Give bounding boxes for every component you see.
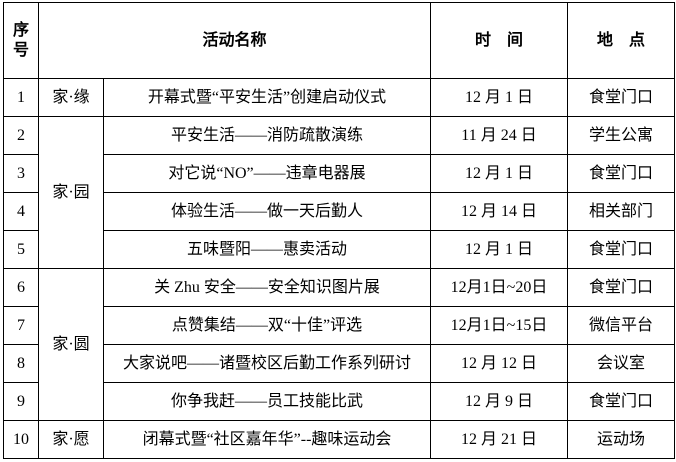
table-row: 10 家·愿 闭幕式暨“社区嘉年华”--趣味运动会 12 月 21 日 运动场	[3, 420, 676, 459]
cell-time: 12月1日~15日	[430, 306, 569, 345]
cell-category-jiayuan3: 家·圆	[38, 268, 104, 421]
cell-place: 学生公寓	[567, 116, 676, 155]
cell-time: 12 月 12 日	[430, 344, 569, 383]
cell-no: 9	[3, 382, 39, 421]
table-row: 2 家·园 平安生活——消防疏散演练 11 月 24 日 学生公寓	[3, 116, 676, 269]
cell-time: 12 月 1 日	[430, 154, 569, 193]
cell-activity: 平安生活——消防疏散演练	[102, 116, 432, 155]
cell-no: 3	[3, 154, 39, 193]
table-row: 3 对它说“NO”——违章电器展 12 月 1 日 食堂门口	[3, 154, 676, 193]
cell-no: 6	[3, 268, 39, 307]
cell-place: 会议室	[567, 344, 676, 383]
cell-place: 运动场	[567, 420, 676, 459]
table-row: 7 点赞集结——双“十佳”评选 12月1日~15日 微信平台	[3, 306, 676, 345]
cell-time: 12 月 1 日	[430, 230, 569, 269]
cell-place: 食堂门口	[567, 268, 676, 307]
table-row: 1 家·缘 开幕式暨“平安生活”创建启动仪式 12 月 1 日 食堂门口	[3, 78, 676, 117]
cell-time: 12 月 14 日	[430, 192, 569, 231]
cell-no: 2	[3, 116, 39, 155]
cell-no: 4	[3, 192, 39, 231]
table-row: 9 你争我赶——员工技能比武 12 月 9 日 食堂门口	[3, 382, 676, 421]
table-row: 5 五味暨阳——惠卖活动 12 月 1 日 食堂门口	[3, 230, 676, 269]
table-row: 8 大家说吧——诸暨校区后勤工作系列研讨 12 月 12 日 会议室	[3, 344, 676, 383]
cell-time: 12 月 1 日	[430, 78, 569, 117]
cell-time: 12月1日~20日	[430, 268, 569, 307]
cell-category-jiayuan1: 家·缘	[38, 78, 104, 117]
table-row: 6 家·圆 关 Zhu 安全——安全知识图片展 12月1日~20日 食堂门口	[3, 268, 676, 421]
cell-time: 11 月 24 日	[430, 116, 569, 155]
cell-activity: 闭幕式暨“社区嘉年华”--趣味运动会	[102, 420, 432, 459]
cell-no: 7	[3, 306, 39, 345]
table-row: 4 体验生活——做一天后勤人 12 月 14 日 相关部门	[3, 192, 676, 231]
cell-place: 食堂门口	[567, 382, 676, 421]
cell-place: 食堂门口	[567, 230, 676, 269]
cell-category-jiayuan4: 家·愿	[38, 420, 104, 459]
cell-activity: 对它说“NO”——违章电器展	[102, 154, 432, 193]
cell-place: 微信平台	[567, 306, 676, 345]
header-serial-number: 序 号	[3, 2, 39, 79]
cell-time: 12 月 9 日	[430, 382, 569, 421]
cell-no: 1	[3, 78, 39, 117]
cell-activity: 体验生活——做一天后勤人	[102, 192, 432, 231]
cell-no: 8	[3, 344, 39, 383]
cell-no: 10	[3, 420, 39, 459]
cell-activity: 开幕式暨“平安生活”创建启动仪式	[102, 78, 432, 117]
cell-activity: 关 Zhu 安全——安全知识图片展	[102, 268, 432, 307]
header-row: 序 号 活动名称 时 间 地 点	[3, 2, 676, 79]
cell-activity: 大家说吧——诸暨校区后勤工作系列研讨	[102, 344, 432, 383]
cell-activity: 五味暨阳——惠卖活动	[102, 230, 432, 269]
header-place: 地 点	[567, 2, 676, 79]
cell-place: 食堂门口	[567, 78, 676, 117]
cell-place: 相关部门	[567, 192, 676, 231]
cell-category-jiayuan2: 家·园	[38, 116, 104, 269]
cell-activity: 点赞集结——双“十佳”评选	[102, 306, 432, 345]
cell-no: 5	[3, 230, 39, 269]
activity-schedule-table: 序 号 活动名称 时 间 地 点 1 家·缘 开幕式暨“平安生活”创建启动仪式 …	[3, 2, 676, 459]
header-time: 时 间	[430, 2, 569, 79]
cell-activity: 你争我赶——员工技能比武	[102, 382, 432, 421]
cell-time: 12 月 21 日	[430, 420, 569, 459]
header-activity-name: 活动名称	[37, 2, 432, 79]
cell-place: 食堂门口	[567, 154, 676, 193]
